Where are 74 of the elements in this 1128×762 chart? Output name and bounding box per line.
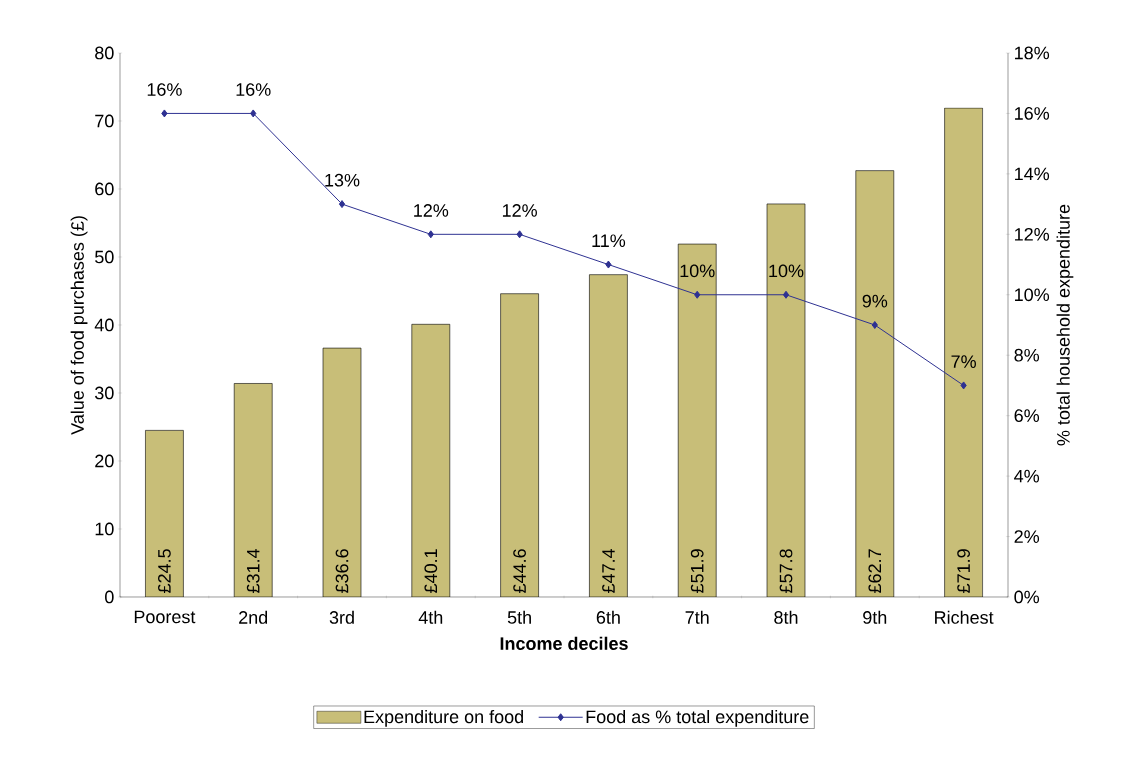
y-tick-label: 0 [105, 590, 114, 604]
y-tick-label: 10 [95, 522, 114, 536]
y2-tick-label: 14% [1015, 167, 1050, 181]
data-label: 16% [147, 83, 182, 96]
bar [678, 244, 717, 597]
bar [767, 203, 806, 597]
point [605, 260, 612, 269]
data-label: 12% [502, 204, 537, 217]
point [871, 320, 878, 329]
x-axis-title: Income deciles [500, 636, 628, 650]
data-label: £51.9 [690, 549, 704, 593]
y-tick-label: 60 [95, 182, 114, 196]
bar [589, 274, 628, 597]
point [960, 381, 967, 390]
y2-tick-label: 8% [1014, 348, 1040, 362]
data-label: 9% [862, 294, 888, 308]
legend-label: Expenditure on food [364, 709, 523, 727]
bar [145, 430, 184, 597]
x-tick-label: Richest [935, 610, 994, 624]
data-label: £71.9 [957, 549, 970, 593]
data-label: £62.7 [868, 549, 882, 593]
data-label: £44.6 [513, 549, 526, 593]
data-label: £24.5 [158, 549, 171, 593]
x-tick-label: 4th [418, 610, 443, 624]
y-tick-label: 50 [95, 250, 114, 264]
y2-tick-label: 12% [1015, 227, 1050, 241]
data-label: 16% [236, 83, 271, 96]
data-label: 13% [325, 173, 360, 187]
y-tick-label: 20 [95, 454, 114, 468]
data-label: 11% [592, 234, 626, 248]
legend-label: Food as % total expenditure [586, 709, 809, 727]
data-label: £40.1 [424, 549, 438, 593]
y2-tick-label: 2% [1014, 530, 1040, 543]
y-tick-label: 40 [94, 318, 114, 332]
y-tick-label: 30 [95, 386, 114, 400]
x-tick-label: 8th [774, 610, 798, 624]
y2-tick-label: 0% [1014, 590, 1040, 604]
y2-tick-label: 6% [1014, 409, 1040, 423]
y-axis-title: Value of food purchases (£) [70, 216, 88, 435]
bar [944, 107, 983, 597]
point [516, 230, 523, 239]
data-label: 10% [769, 264, 804, 278]
data-label: £57.8 [779, 549, 793, 593]
point [161, 109, 168, 118]
x-tick-label: 7th [685, 610, 709, 624]
x-tick-label: 9th [863, 610, 887, 624]
bar [500, 293, 539, 597]
x-tick-label: 5th [507, 610, 531, 624]
x-tick-label: 3rd [329, 610, 354, 624]
point [782, 290, 790, 299]
x-tick-label: 6th [596, 610, 620, 624]
y2-tick-label: 4% [1014, 469, 1040, 483]
bar [234, 383, 273, 597]
data-label: 10% [680, 264, 715, 278]
bar [323, 348, 362, 597]
point [694, 290, 701, 299]
y2-tick-label: 18% [1015, 46, 1050, 60]
data-label: 7% [951, 355, 976, 368]
bar [855, 170, 894, 597]
x-tick-label: 2nd [239, 610, 268, 624]
data-label: £36.6 [335, 549, 349, 593]
bar [411, 324, 450, 597]
point [250, 109, 257, 118]
data-label: £31.4 [246, 548, 260, 593]
y2-tick-label: 16% [1015, 107, 1050, 120]
data-label: £47.4 [602, 548, 615, 593]
y-tick-label: 70 [95, 114, 114, 128]
point [427, 230, 434, 239]
point [338, 200, 346, 209]
y-tick-label: 80 [95, 46, 114, 60]
x-tick-label: Poorest [134, 610, 196, 624]
y2-tick-label: 10% [1015, 288, 1050, 302]
y2-axis-title: % total household expenditure [1056, 204, 1074, 446]
data-label: 12% [414, 204, 449, 217]
